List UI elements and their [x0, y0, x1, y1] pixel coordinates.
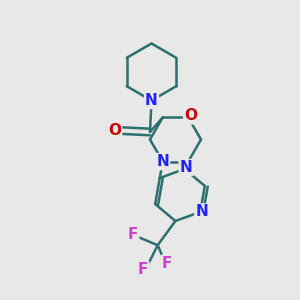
Text: N: N [145, 93, 158, 108]
Text: N: N [156, 154, 169, 169]
Text: F: F [138, 262, 148, 277]
Text: N: N [180, 160, 193, 175]
Text: N: N [195, 205, 208, 220]
Text: F: F [162, 256, 172, 271]
Text: O: O [108, 123, 121, 138]
Text: O: O [184, 108, 197, 123]
Text: F: F [128, 227, 138, 242]
